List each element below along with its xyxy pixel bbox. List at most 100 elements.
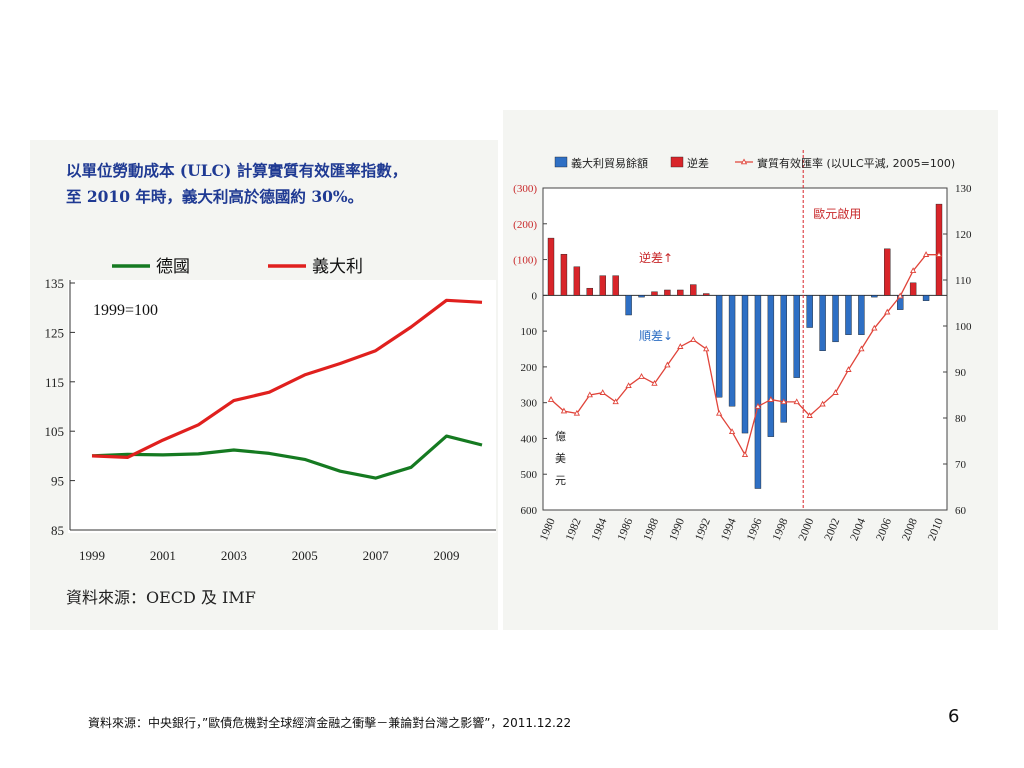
left-y-tick-label: 135	[45, 276, 65, 291]
right-x-tick-label: 1982	[564, 516, 584, 542]
right-bar	[909, 282, 917, 296]
right-bar	[832, 295, 839, 343]
right-bar	[754, 295, 762, 489]
right-reer-point	[897, 292, 904, 299]
left-chart-title: 以單位勞動成本 (ULC) 計算實質有效匯率指數， 至 2010 年時，義大利高…	[66, 158, 496, 210]
right-left-tick-label: 600	[521, 505, 538, 517]
right-left-tick-label: (300)	[513, 183, 537, 195]
right-reer-point	[806, 412, 813, 418]
right-reer-point	[703, 345, 710, 352]
footer-source: 資料來源：中央銀行，”歐債危機對全球經濟金融之衝擊－兼論對台灣之影響”，2011…	[88, 716, 572, 730]
right-x-tick-label: 2006	[874, 516, 894, 542]
right-x-tick-label: 1980	[538, 516, 558, 542]
right-left-tick-label: 0	[532, 290, 538, 302]
right-bar	[871, 295, 878, 298]
right-bar	[547, 237, 555, 296]
right-bar	[793, 295, 800, 378]
right-bar	[702, 293, 710, 296]
left-x-tick-label: 2003	[221, 548, 247, 563]
right-bar	[767, 295, 775, 437]
left-chart-source: 資料來源：OECD 及 IMF	[66, 588, 256, 607]
right-chart-panel: 600 500 400 300 200 100 0 (100) (200) (300) 60 70 80…	[503, 110, 998, 630]
left-x-tick-label: 2005	[292, 548, 318, 563]
left-y-tick-label: 85	[51, 523, 64, 538]
right-deficit-label: 逆差↑	[639, 250, 673, 265]
left-series-line-0	[91, 434, 483, 480]
right-reer-point	[547, 396, 555, 402]
right-right-tick-label: 90	[955, 367, 967, 379]
right-reer-point	[767, 396, 775, 402]
right-bar	[573, 266, 581, 296]
right-bar	[858, 295, 865, 335]
right-reer-point	[909, 267, 917, 274]
left-plot-area	[68, 280, 496, 533]
right-x-tick-label: 1990	[667, 516, 687, 542]
right-right-tick-label: 100	[955, 321, 972, 333]
right-reer-point	[625, 382, 632, 389]
right-reer-point	[677, 343, 684, 349]
left-x-tick-label: 1999	[79, 548, 105, 563]
right-bar	[612, 275, 619, 296]
right-unit-char: 元	[555, 474, 566, 487]
left-y-tick-label: 125	[45, 325, 65, 340]
right-left-tick-label: (100)	[513, 255, 537, 267]
left-x-tick-label: 2007	[363, 548, 390, 563]
right-reer-point	[741, 451, 749, 458]
right-right-tick-label: 70	[955, 459, 967, 471]
right-reer-point	[664, 361, 671, 368]
right-bar	[922, 295, 930, 301]
right-reer-point	[845, 366, 852, 372]
right-bar	[586, 287, 594, 296]
right-bar	[806, 295, 813, 328]
left-x-tick-label: 2009	[434, 548, 460, 563]
left-y-tick-label: 105	[45, 424, 65, 439]
left-legend-label-0: 德國	[156, 257, 190, 277]
right-bar	[884, 248, 891, 296]
right-bar	[677, 289, 684, 296]
right-bar	[638, 295, 645, 298]
right-reer-point	[793, 398, 800, 405]
right-x-tick-label: 1992	[693, 516, 713, 542]
right-reer-point	[573, 409, 581, 416]
left-title-line2: 至 2010 年時，義大利高於德國約 30%。	[66, 187, 364, 206]
right-left-tick-label: 100	[521, 326, 538, 338]
right-left-tick-label: (200)	[513, 219, 537, 231]
right-right-tick-label: 80	[955, 413, 967, 425]
right-x-tick-label: 1994	[719, 516, 739, 542]
left-base-note: 1999=100	[93, 302, 158, 319]
right-legend-reer-label: 實質有效匯率 (以ULC平減, 2005=100)	[757, 156, 955, 170]
right-x-tick-label: 1996	[745, 516, 765, 542]
left-line-chart: 85 95 105 115 125 135 1999 2001 2003 2005 2007 2009…	[45, 257, 496, 563]
right-surplus-label: 順差↓	[639, 329, 673, 343]
right-bar	[715, 295, 723, 398]
right-left-tick-label: 400	[521, 433, 538, 445]
right-reer-point	[690, 336, 697, 343]
right-bar	[690, 284, 697, 296]
right-legend-deficit-swatch	[670, 156, 684, 168]
right-reer-point	[560, 407, 568, 414]
right-bar	[560, 253, 568, 296]
left-y-tick-label: 95	[51, 474, 64, 489]
right-bar	[728, 295, 736, 407]
right-reer-point	[586, 391, 593, 398]
right-reer-point	[612, 398, 619, 405]
right-legend-trade-swatch	[554, 156, 568, 168]
right-x-tick-label: 1998	[771, 516, 791, 542]
right-unit-char: 億	[555, 430, 566, 443]
right-right-tick-label: 130	[955, 183, 972, 195]
right-reer-point	[599, 389, 606, 395]
left-y-tick-label: 115	[45, 375, 64, 390]
left-chart-panel: 以單位勞動成本 (ULC) 計算實質有效匯率指數， 至 2010 年時，義大利高…	[30, 140, 498, 630]
right-left-tick-label: 200	[521, 362, 538, 374]
right-reer-point	[922, 251, 930, 257]
right-x-tick-label: 1986	[616, 516, 636, 542]
right-reer-point	[858, 345, 865, 352]
right-bar	[651, 291, 658, 296]
right-legend-trade-label: 義大利貿易餘額	[571, 156, 648, 170]
right-x-tick-label: 2010	[926, 516, 946, 542]
right-bar	[819, 295, 826, 351]
right-reer-point	[884, 308, 891, 315]
right-right-tick-label: 60	[955, 505, 967, 517]
right-right-tick-label: 120	[955, 229, 972, 241]
right-x-tick-label: 2004	[848, 516, 868, 542]
